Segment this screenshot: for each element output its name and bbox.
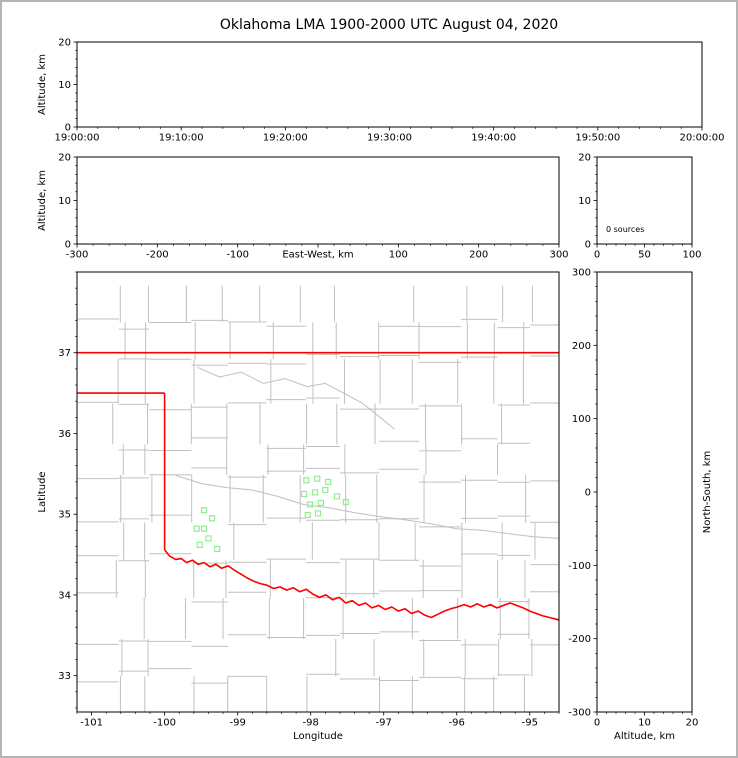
x-tick-label: 19:50:00 [575,133,620,144]
x-axis-label: East-West, km [282,250,353,261]
y-axis-label: Altitude, km [37,54,48,115]
state-border-red-river [163,549,559,621]
lma-station-marker [311,489,319,496]
y-axis-label-right: North-South, km [702,451,713,534]
lma-station-marker [304,511,311,519]
y-tick-label: 0 [65,240,71,251]
y-tick-label: 10 [58,196,71,207]
panel-alt_hist: 0 50 100 0 10 20 0 sources [578,153,701,261]
x-tick-label: -100 [153,718,176,729]
x-tick-label: -99 [229,718,245,729]
y-axis-label: Altitude, km [37,170,48,231]
lma-station-marker [193,525,200,532]
river-line [197,366,396,430]
lma-station-marker [317,499,325,506]
x-tick-label: -101 [80,718,103,729]
x-tick-label: 0 [594,250,600,261]
y-tick-label: 200 [572,341,591,352]
axes-frame [76,271,560,713]
y-tick-label: 34 [58,590,71,601]
x-tick-label: 19:30:00 [367,133,412,144]
y-tick-label: 0 [585,240,591,251]
y-tick-label: 20 [58,38,71,49]
x-tick-label: 10 [638,718,651,729]
x-tick-label: 300 [549,250,568,261]
x-tick-label: 200 [469,250,488,261]
x-tick-label: 19:40:00 [471,133,516,144]
x-tick-label: 19:10:00 [159,133,204,144]
panel-ns_height: 0 10 20 -300 -200 -100 0 100 200 300 North-South, … [568,268,713,743]
y-tick-label: 10 [578,196,591,207]
lma-station-marker [214,545,221,553]
lma-station-marker [325,478,332,486]
lma-station-marker [306,501,314,508]
axes-frame [596,271,693,713]
y-tick-label: 33 [58,671,71,682]
x-tick-label: 100 [682,250,701,261]
lma-station-marker [200,525,208,532]
lma-station-marker [301,490,308,498]
x-axis-label: Altitude, km [614,731,675,742]
x-tick-label: -96 [449,718,465,729]
x-axis-label: Longitude [293,731,343,742]
lma-station-marker [333,493,341,500]
y-tick-label: -300 [568,708,591,719]
x-tick-label: 20:00:00 [680,133,725,144]
x-tick-label: -97 [376,718,392,729]
y-axis-label: Latitude [37,471,48,512]
x-tick-label: -200 [146,250,169,261]
county-boundaries [77,285,559,712]
y-tick-label: 37 [58,348,71,359]
x-tick-label: 20 [686,718,699,729]
lma-station-marker [209,515,216,522]
x-tick-label: -95 [522,718,538,729]
x-tick-label: 0 [594,718,600,729]
x-tick-label: -100 [226,250,249,261]
lma-station-marker [342,498,349,506]
lma-station-marker [196,541,203,548]
y-tick-label: 10 [58,80,71,91]
x-tick-label: 19:20:00 [263,133,308,144]
x-tick-label: 100 [389,250,408,261]
y-tick-label: 36 [58,429,71,440]
y-tick-label: 35 [58,510,71,521]
lma-station-marker [314,510,322,517]
x-tick-label: -98 [303,718,319,729]
y-tick-label: 100 [572,414,591,425]
lma-station-marker [303,477,310,484]
lma-stations [193,475,349,553]
y-tick-label: -200 [568,634,591,645]
y-tick-label: -100 [568,561,591,572]
y-tick-label: 20 [58,153,71,164]
x-tick-label: -300 [66,250,89,261]
lma-station-marker [200,507,208,514]
map-content [77,285,559,712]
x-tick-label: 19:00:00 [55,133,100,144]
axes-frame [76,41,703,128]
sources-count-annotation: 0 sources [606,225,644,234]
axes-frame [76,156,560,245]
y-tick-label: 300 [572,268,591,279]
y-tick-label: 0 [65,123,71,134]
river-line [175,474,559,539]
lma-station-marker [314,475,321,482]
y-tick-label: 20 [578,153,591,164]
panel-ew_height: -300 -200 -100 100 200 300 0 10 20 Altitude, km Ea… [37,153,569,261]
x-tick-label: 50 [638,250,651,261]
panel-time_height: 19:00:00 19:10:00 19:20:00 19:30:00 19:40:00… [37,38,724,144]
y-tick-label: 0 [585,488,591,499]
panel-map: -101 -100 -99 -98 -97 -96 -95 33 34 35 36 37 Latitud… [37,271,560,742]
figure-title: Oklahoma LMA 1900-2000 UTC August 04, 20… [220,17,558,33]
lma-station-marker [205,535,212,542]
lma-station-marker [322,486,329,494]
